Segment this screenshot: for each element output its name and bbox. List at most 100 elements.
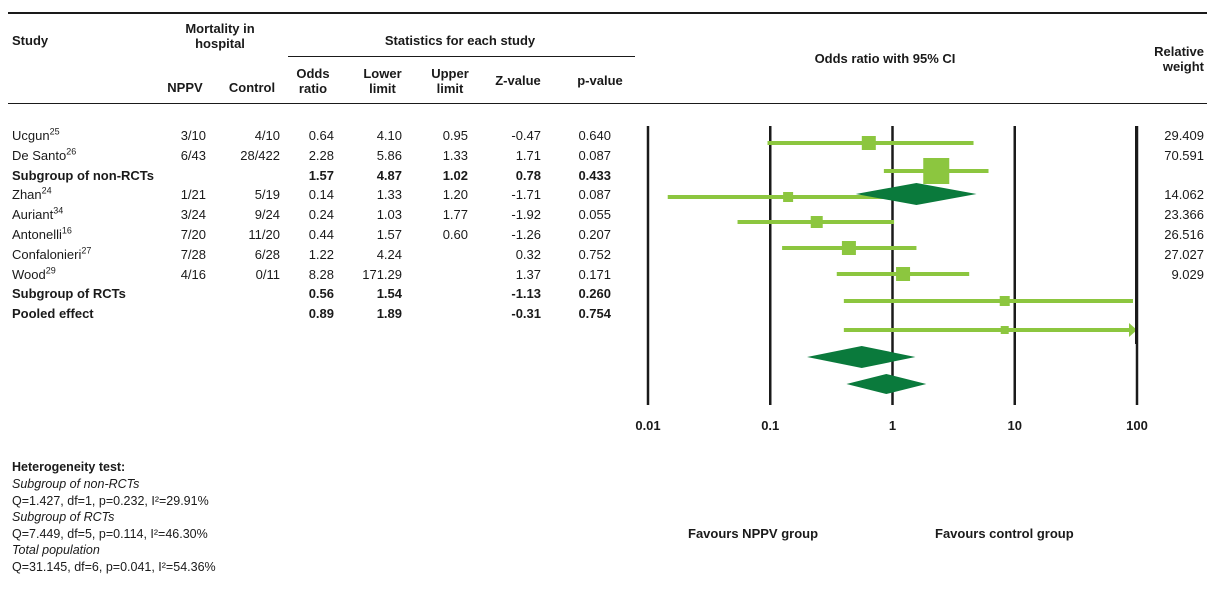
- cell-lower: 1.03: [376, 207, 402, 223]
- study-name-text: Auriant: [12, 207, 54, 223]
- header-study: Study: [12, 33, 49, 48]
- top-rule: [8, 12, 1207, 14]
- cell-nppv: 3/10: [180, 128, 206, 143]
- reference-superscript: 34: [53, 205, 64, 216]
- cell-z: 0.78: [515, 167, 541, 183]
- cell-weight: 14.062: [1164, 187, 1204, 203]
- cell-or: 1.22: [308, 246, 334, 262]
- row-study-name: Pooled effect: [12, 306, 94, 322]
- reference-superscript: 26: [66, 146, 77, 157]
- header-upper-limit: Upper limit: [425, 66, 475, 96]
- header-z-value: Z-value: [495, 73, 541, 88]
- header-plot-title: Odds ratio with 95% CI: [814, 51, 956, 66]
- cell-or: 8.28: [308, 266, 334, 282]
- cell-control: 5/19: [254, 187, 280, 203]
- row-study-name: Subgroup of non-RCTs: [12, 168, 154, 184]
- cell-or: 0.56: [308, 286, 334, 302]
- header-weight-line2: weight: [1162, 59, 1204, 74]
- cell-or: 1.57: [308, 167, 334, 183]
- cell-control: 28/422: [240, 147, 280, 163]
- cell-lower: 4.87: [376, 167, 402, 183]
- header-statistics: Statistics for each study: [384, 33, 536, 48]
- row-study-name: Ucgun25: [12, 126, 60, 144]
- reference-superscript: 27: [81, 245, 92, 256]
- point-estimate-zhan: [783, 192, 794, 202]
- header-odds-line1: Odds: [296, 66, 330, 81]
- x-tick-label: 10: [1008, 418, 1022, 433]
- cell-weight: 9.029: [1171, 266, 1204, 282]
- row-study-name: Confalonieri27: [12, 245, 92, 263]
- cell-control: 4/10: [254, 128, 280, 143]
- study-name-text: Subgroup of RCTs: [12, 286, 126, 302]
- cell-control: 9/24: [254, 207, 280, 223]
- cell-weight: 29.409: [1164, 128, 1204, 143]
- row-study-name: Wood29: [12, 266, 56, 283]
- cell-or: 0.89: [308, 306, 334, 322]
- study-name-text: Confalonieri: [12, 246, 82, 262]
- point-estimate-ucgun: [861, 136, 876, 150]
- header-lower-limit: Lower limit: [355, 66, 410, 96]
- cell-p: 0.087: [578, 187, 611, 203]
- cell-upper: 0.95: [442, 128, 468, 143]
- reference-superscript: 24: [41, 186, 52, 197]
- reference-superscript: 25: [49, 126, 60, 137]
- cell-weight: 70.591: [1164, 147, 1204, 163]
- header-lower-line2: limit: [369, 81, 396, 96]
- point-estimate-confalonieri: [896, 267, 911, 281]
- cell-lower: 171.29: [362, 266, 402, 282]
- favours-nppv-label: Favours NPPV group: [688, 526, 819, 541]
- cell-nppv: 7/28: [180, 246, 206, 262]
- x-tick-label: 100: [1126, 418, 1148, 433]
- row-study-name: Subgroup of RCTs: [12, 286, 126, 302]
- x-tick-label: 0.01: [635, 418, 660, 433]
- heterogeneity-group-label: Subgroup of non-RCTs: [12, 477, 140, 491]
- cell-p: 0.640: [578, 128, 611, 143]
- cell-control: 11/20: [248, 227, 280, 242]
- point-estimate-arrow: [1000, 326, 1009, 334]
- x-tick-label: 1: [889, 418, 896, 433]
- study-name-text: Wood: [12, 266, 46, 282]
- cell-z: 0.32: [515, 246, 541, 262]
- heterogeneity-group-label: Subgroup of RCTs: [12, 510, 115, 524]
- cell-z: -1.26: [511, 227, 541, 242]
- cell-lower: 4.24: [376, 246, 402, 262]
- heterogeneity-title: Heterogeneity test:: [12, 460, 126, 474]
- cell-p: 0.087: [578, 147, 611, 163]
- cell-or: 0.64: [308, 128, 334, 143]
- point-estimate-auriant: [810, 216, 823, 228]
- cell-z: 1.37: [515, 266, 541, 282]
- cell-z: -1.13: [511, 286, 541, 302]
- cell-upper: 1.33: [442, 147, 468, 163]
- header-p-value: p-value: [577, 73, 623, 88]
- header-control: Control: [228, 80, 276, 95]
- favours-control-label: Favours control group: [935, 526, 1074, 541]
- cell-or: 2.28: [308, 147, 334, 163]
- study-name-text: Antonelli: [12, 227, 62, 242]
- x-tick-label: 0.1: [761, 418, 779, 433]
- cell-z: -1.92: [511, 207, 541, 223]
- cell-lower: 1.54: [376, 286, 402, 302]
- cell-z: -0.31: [511, 306, 541, 322]
- cell-nppv: 6/43: [180, 147, 206, 163]
- cell-control: 6/28: [254, 246, 280, 262]
- header-lower-line1: Lower: [363, 66, 402, 81]
- cell-nppv: 4/16: [180, 266, 206, 282]
- row-study-name: Auriant34: [12, 205, 64, 223]
- summary-diamond-pooled-effect: [846, 374, 927, 394]
- reference-superscript: 16: [61, 225, 72, 236]
- header-relative-weight: Relative weight: [1130, 44, 1204, 74]
- cell-p: 0.207: [578, 227, 611, 242]
- heterogeneity-group-label: Total population: [12, 543, 100, 557]
- study-name-text: Pooled effect: [12, 306, 94, 322]
- summary-diamond-subgroup-of-non-rcts: [855, 183, 977, 205]
- point-estimate-de-santo: [923, 158, 950, 184]
- cell-weight: 27.027: [1164, 246, 1204, 262]
- header-weight-line1: Relative: [1154, 44, 1204, 59]
- header-upper-line2: limit: [436, 81, 464, 96]
- cell-upper: 1.02: [442, 167, 468, 183]
- study-name-text: De Santo: [12, 147, 67, 163]
- cell-p: 0.171: [578, 266, 611, 282]
- cell-or: 0.24: [308, 207, 334, 223]
- cell-control: 0/11: [255, 266, 280, 282]
